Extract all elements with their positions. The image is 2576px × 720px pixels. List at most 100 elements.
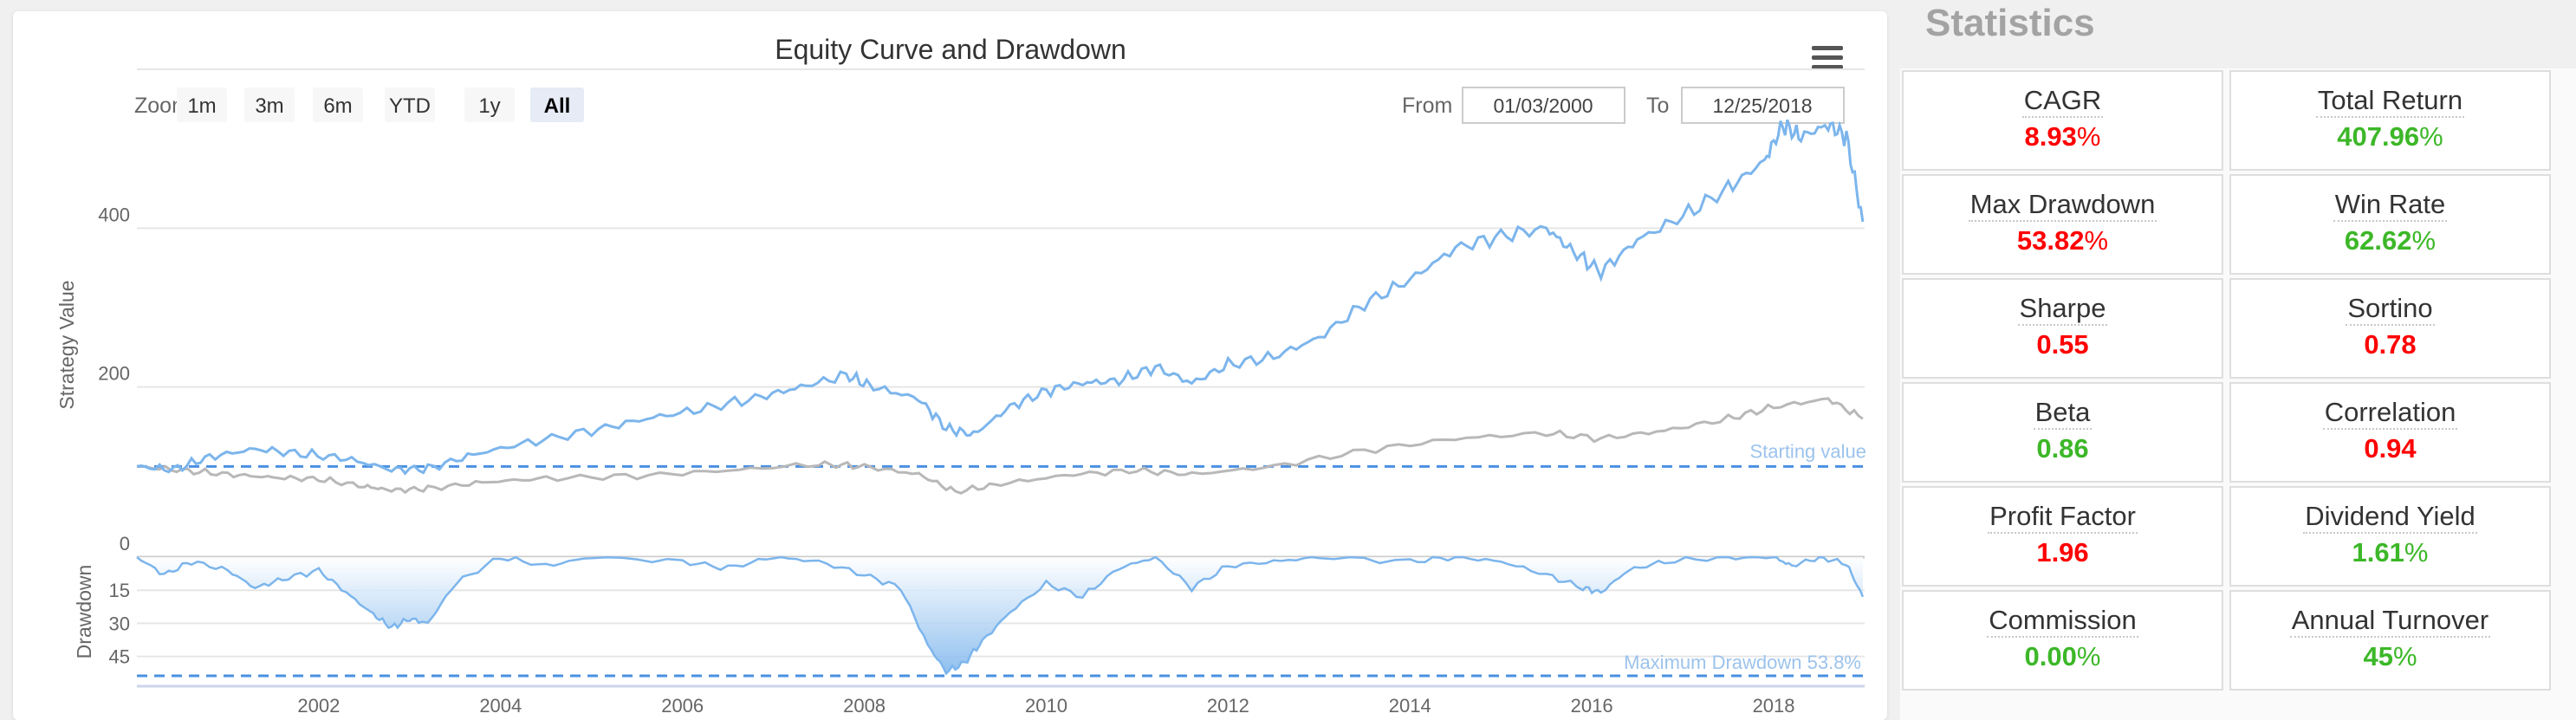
stat-number: 62.62: [2344, 225, 2412, 256]
stat-number: 0.94: [2364, 433, 2417, 464]
stat-label[interactable]: Sortino: [2346, 294, 2435, 326]
stat-card-cagr: CAGR 8.93%: [1902, 70, 2223, 171]
stat-unit: %: [2084, 225, 2109, 256]
zoom-button-ytd[interactable]: [385, 88, 435, 122]
stat-card-commission: Commission 0.00%: [1902, 590, 2223, 691]
from-date-value: 01/03/2000: [1493, 94, 1593, 117]
stat-number: 0.55: [2036, 329, 2089, 360]
drawdown-tick-label: 15: [109, 580, 130, 601]
stat-number: 1.61: [2352, 537, 2404, 568]
starting-value-label: Starting value: [1749, 440, 1866, 462]
stat-card-annual-turnover: Annual Turnover 45%: [2229, 590, 2551, 691]
stat-value: 45%: [2231, 641, 2549, 672]
stat-card-sharpe: Sharpe 0.55: [1902, 278, 2223, 379]
stat-value: 8.93%: [1904, 121, 2222, 152]
chart-title: Equity Curve and Drawdown: [775, 34, 1126, 65]
drawdown-area: [137, 557, 1863, 674]
to-label: To: [1646, 94, 1669, 118]
hamburger-menu-icon[interactable]: [1805, 39, 1850, 79]
zoom-button-1m[interactable]: [177, 88, 227, 122]
x-tick-label: 2010: [1025, 695, 1067, 717]
stat-number: 8.93: [2024, 121, 2077, 152]
zoom-button-label: 3m: [255, 94, 283, 118]
stat-value: 407.96%: [2231, 121, 2549, 152]
stat-label[interactable]: Max Drawdown: [1968, 190, 2157, 222]
x-tick-label: 2004: [479, 695, 522, 717]
stat-label[interactable]: Dividend Yield: [2303, 502, 2477, 534]
stat-number: 0.78: [2364, 329, 2417, 360]
stat-number: 1.96: [2036, 537, 2089, 568]
to-date-value: 12/25/2018: [1712, 94, 1812, 117]
stat-value: 0.86: [1904, 433, 2222, 464]
stat-card-sortino: Sortino 0.78: [2229, 278, 2551, 379]
x-tick-label: 2012: [1207, 695, 1249, 717]
stat-label[interactable]: Profit Factor: [1988, 502, 2138, 534]
stat-value: 0.78: [2231, 329, 2549, 360]
stat-unit: %: [2076, 121, 2101, 152]
stat-value: 0.94: [2231, 433, 2549, 464]
zoom-button-label: YTD: [389, 94, 431, 118]
x-tick-label: 2014: [1389, 695, 1431, 717]
x-tick-label: 2018: [1753, 695, 1795, 717]
statistics-heading: Statistics: [1925, 2, 2095, 44]
stat-unit: %: [2404, 537, 2429, 568]
stat-card-dividend-yield: Dividend Yield 1.61%: [2229, 486, 2551, 587]
benchmark-series-line: [136, 397, 1864, 495]
zoom-button-6m[interactable]: [313, 88, 363, 122]
strategy-series-line: [136, 119, 1865, 476]
stat-value: 0.55: [1904, 329, 2222, 360]
stat-card-profit-factor: Profit Factor 1.96: [1902, 486, 2223, 587]
zoom-button-1y[interactable]: [464, 88, 515, 122]
stat-unit: %: [2076, 641, 2101, 671]
stat-label[interactable]: Correlation: [2322, 398, 2458, 430]
stat-label[interactable]: Win Rate: [2333, 190, 2448, 222]
to-date-input[interactable]: [1681, 87, 1845, 124]
stat-number: 53.82: [2016, 225, 2085, 256]
zoom-button-label: 6m: [323, 94, 352, 118]
stat-number: 0.86: [2036, 433, 2089, 464]
zoom-button-label: 1m: [187, 94, 216, 118]
zoom-button-label: All: [544, 94, 571, 118]
stat-card-max-drawdown: Max Drawdown 53.82%: [1902, 174, 2223, 275]
stat-label[interactable]: Total Return: [2315, 86, 2465, 118]
x-tick-label: 2016: [1571, 695, 1613, 717]
drawdown-axis-title: Drawdown: [73, 565, 95, 659]
stat-unit: %: [2411, 225, 2436, 256]
x-tick-label: 2006: [661, 695, 704, 717]
zoom-button-label: 1y: [478, 94, 500, 118]
zoom-button-3m[interactable]: [244, 88, 295, 122]
zoom-button-group: 1m 3m 6m YTD 1y All: [177, 88, 584, 122]
stat-label[interactable]: Annual Turnover: [2289, 606, 2491, 638]
zoom-button-all[interactable]: [530, 88, 584, 122]
stat-number: 45: [2363, 641, 2393, 671]
y-tick-label: 200: [98, 363, 130, 385]
stat-value: 62.62%: [2231, 225, 2549, 256]
y-axis-title: Strategy Value: [55, 280, 78, 409]
stat-unit: %: [2419, 121, 2443, 152]
stat-card-beta: Beta 0.86: [1902, 382, 2223, 483]
stat-value: 1.61%: [2231, 537, 2549, 568]
label-layer: 0 200 400 15 30 45 2002 2004 2006 2008 2010 2012 201…: [98, 204, 1866, 717]
stat-value: 53.82%: [1904, 225, 2222, 256]
stat-unit: %: [2392, 641, 2417, 671]
stat-label[interactable]: CAGR: [2021, 86, 2104, 118]
drawdown-tick-label: 45: [109, 646, 130, 668]
stat-card-total-return: Total Return 407.96%: [2229, 70, 2551, 171]
stat-card-correlation: Correlation 0.94: [2229, 382, 2551, 483]
max-drawdown-label: Maximum Drawdown 53.8%: [1624, 652, 1861, 673]
stat-number: 0.00: [2024, 641, 2077, 671]
drawdown-line: [136, 555, 1865, 676]
stat-value: 1.96: [1904, 537, 2222, 568]
from-label: From: [1402, 94, 1452, 118]
drawdown-tick-label: 30: [109, 613, 130, 634]
stat-card-win-rate: Win Rate 62.62%: [2229, 174, 2551, 275]
x-tick-label: 2008: [843, 695, 886, 717]
x-tick-label: 2002: [297, 695, 340, 717]
stat-label[interactable]: Sharpe: [2017, 294, 2108, 326]
stat-label[interactable]: Commission: [1987, 606, 2138, 638]
stat-label[interactable]: Beta: [2033, 398, 2093, 430]
statistics-panel: CAGR 8.93% Total Return 407.96% Max Drawdown…: [1900, 68, 2576, 720]
from-date-input[interactable]: [1462, 87, 1625, 124]
y-tick-label: 400: [98, 204, 130, 225]
stat-number: 407.96: [2337, 121, 2420, 152]
